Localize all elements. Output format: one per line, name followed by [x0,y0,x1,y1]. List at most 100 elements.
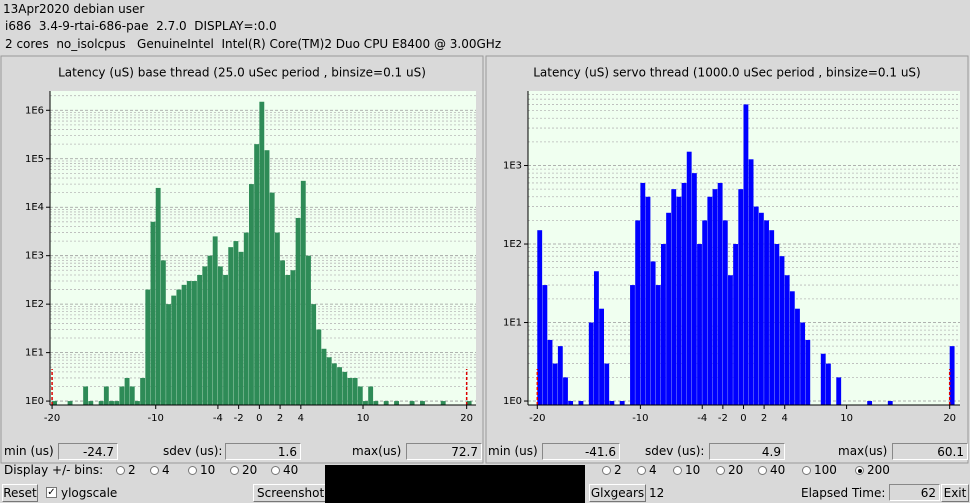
histogram-bar [697,244,702,405]
histogram-bar [155,187,161,405]
histogram-bar [681,182,687,405]
radio-button[interactable] [716,466,725,475]
y-tick-label: 1E3 [503,161,522,172]
stat-value: -24.7 [58,443,118,460]
histogram-bar [171,295,177,405]
histogram-bar [409,401,415,405]
histogram-bar [347,377,353,405]
histogram-bar [619,401,625,405]
histogram-bar [83,386,89,405]
histogram-bar [129,386,135,405]
radio-button[interactable] [116,466,125,475]
histogram-bar [140,377,146,405]
histogram-bar [207,255,213,405]
stat-label: min (us) [488,444,538,458]
x-tick-label: -20 [529,413,545,424]
histogram-bar [820,353,826,405]
histogram-bar [316,329,322,405]
histogram-bar [363,401,368,405]
stat-label: sdev (us): [163,444,223,458]
radio-button[interactable] [602,466,611,475]
x-tick-label: 0 [740,413,746,424]
reset-button[interactable]: Reset [2,484,38,502]
stat-value: 1.6 [225,443,301,460]
histogram-bar [552,363,558,405]
radio-label: 10 [200,463,216,477]
histogram-bar [691,173,697,405]
exit-button[interactable]: Exit [941,484,969,502]
histogram-bar [774,244,780,405]
histogram-bar [671,189,677,405]
histogram-bar [779,256,785,405]
radio-button[interactable] [758,466,767,475]
histogram-bar [233,241,239,405]
stat-label: sdev (us): [645,444,705,458]
x-tick-label: 20 [460,413,473,424]
radio-label: 20 [242,463,258,477]
y-tick-label: 1E6 [25,105,44,116]
radio-button[interactable] [271,466,280,475]
histogram-bar [98,401,104,405]
stat-label: max(us) [838,444,888,458]
checkbox[interactable]: ✓ [46,487,57,498]
histogram-bar [321,348,327,405]
radio-label: 4 [162,463,170,477]
radio-label: 40 [770,463,786,477]
radio-label: 20 [728,463,744,477]
radio-button[interactable] [855,466,864,475]
radio-button[interactable] [802,466,811,475]
histogram-bar [666,212,672,405]
histogram-bar [368,386,374,405]
histogram-bar [134,401,140,405]
histogram-bar [609,401,615,405]
histogram-bar [728,275,733,405]
histogram-bar [249,184,254,405]
x-tick-label: 4 [782,413,788,424]
histogram-bar [280,260,285,405]
histogram-bar [259,101,265,406]
radio-button[interactable] [637,466,646,475]
radio-label: 100 [814,463,837,477]
histogram-bar [795,308,800,405]
stat-label: min (us) [4,444,54,458]
x-tick-label: -20 [44,413,60,424]
histogram-bar [712,189,718,405]
y-tick-label: 1E5 [25,154,44,165]
y-tick-label: 1E1 [25,348,44,359]
histogram-bar [707,196,713,405]
histogram-bar [357,386,363,405]
histogram-bar [676,196,682,405]
histogram-bar [887,401,893,405]
histogram-bar [547,339,553,405]
histogram-bar [717,182,723,405]
histogram-bar [124,377,130,405]
glxgears-button[interactable]: Glxgears [589,484,646,502]
histogram-bar [352,377,358,405]
radio-button[interactable] [230,466,239,475]
histogram-bar [119,386,125,405]
y-tick-label: 1E2 [503,239,522,250]
radio-button[interactable] [673,466,682,475]
screenshot-button[interactable]: Screenshot [253,484,331,502]
histogram-bar [254,144,260,405]
y-tick-label: 1E2 [25,299,44,310]
stat-label: max(us) [352,444,402,458]
x-tick-label: -4 [213,413,223,424]
histogram-bar [326,357,332,405]
histogram-bar [640,182,646,405]
histogram-bar [243,232,249,405]
histogram-bar [311,304,317,405]
histogram-bar [825,363,831,405]
stat-value: -41.6 [542,443,620,460]
histogram-bar [440,401,446,405]
x-tick-label: 10 [357,413,370,424]
radio-button[interactable] [150,466,159,475]
histogram-bar [805,339,811,405]
histogram-bar [743,104,749,405]
y-tick-label: 1E4 [25,202,44,213]
histogram-bar [290,270,296,405]
radio-button[interactable] [188,466,197,475]
x-tick-label: -2 [234,413,244,424]
histogram-bar [217,266,223,405]
histogram-bar [192,281,197,405]
